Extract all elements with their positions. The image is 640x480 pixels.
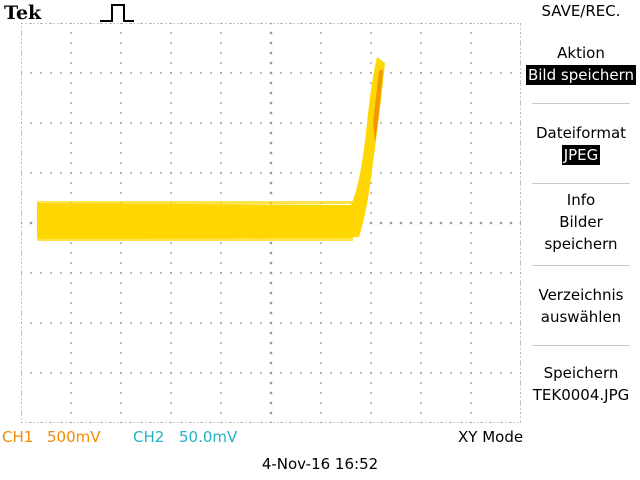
display-mode: XY Mode: [458, 428, 524, 446]
trace-flat-noise-top: [37, 201, 353, 204]
menu-divider: [532, 103, 630, 104]
trace-flat-segment: [37, 203, 353, 239]
trace-rising-edge: [373, 69, 383, 143]
menu-item-verzeichnis-auswaehlen[interactable]: Verzeichnis auswählen: [522, 284, 640, 328]
menu-item-speichern[interactable]: Speichern TEK0004.JPG: [522, 362, 640, 406]
menu-divider: [532, 183, 630, 184]
menu-divider: [532, 265, 630, 266]
menu-item-info-bilder-speichern[interactable]: Info Bilder speichern: [522, 189, 640, 255]
menu-item-value: Bild speichern: [525, 65, 637, 85]
ch2-label: CH2: [133, 428, 165, 446]
xy-display: [21, 23, 521, 423]
trace-rising-segment: [337, 57, 385, 237]
rising-pulse-icon: [100, 4, 134, 22]
menu-item-line: Speichern: [543, 364, 619, 382]
menu-item-value: JPEG: [561, 145, 601, 165]
menu-item-dateiformat[interactable]: Dateiformat JPEG: [522, 122, 640, 166]
menu-item-line: speichern: [544, 235, 618, 253]
menu-item-line: Bilder: [559, 213, 603, 231]
brand-logo: Tek: [4, 2, 42, 24]
menu-item-label: Dateiformat: [535, 124, 627, 142]
menu-item-aktion[interactable]: Aktion Bild speichern: [522, 42, 640, 86]
menu-item-line: Info: [566, 191, 596, 209]
date-time: 4-Nov-16 16:52: [261, 455, 379, 473]
trace-flat-noise-bottom: [37, 238, 353, 241]
menu-item-line: auswählen: [540, 308, 622, 326]
menu-item-line: TEK0004.JPG: [532, 386, 630, 404]
menu-item-line: Verzeichnis: [538, 286, 624, 304]
menu-title: SAVE/REC.: [541, 2, 621, 20]
ch1-scale: 500mV: [47, 428, 101, 446]
ch2-scale: 50.0mV: [179, 428, 238, 446]
menu-item-label: Aktion: [557, 44, 605, 62]
ch1-label: CH1: [2, 428, 34, 446]
menu-divider: [532, 345, 630, 346]
xy-trace: [37, 57, 385, 241]
